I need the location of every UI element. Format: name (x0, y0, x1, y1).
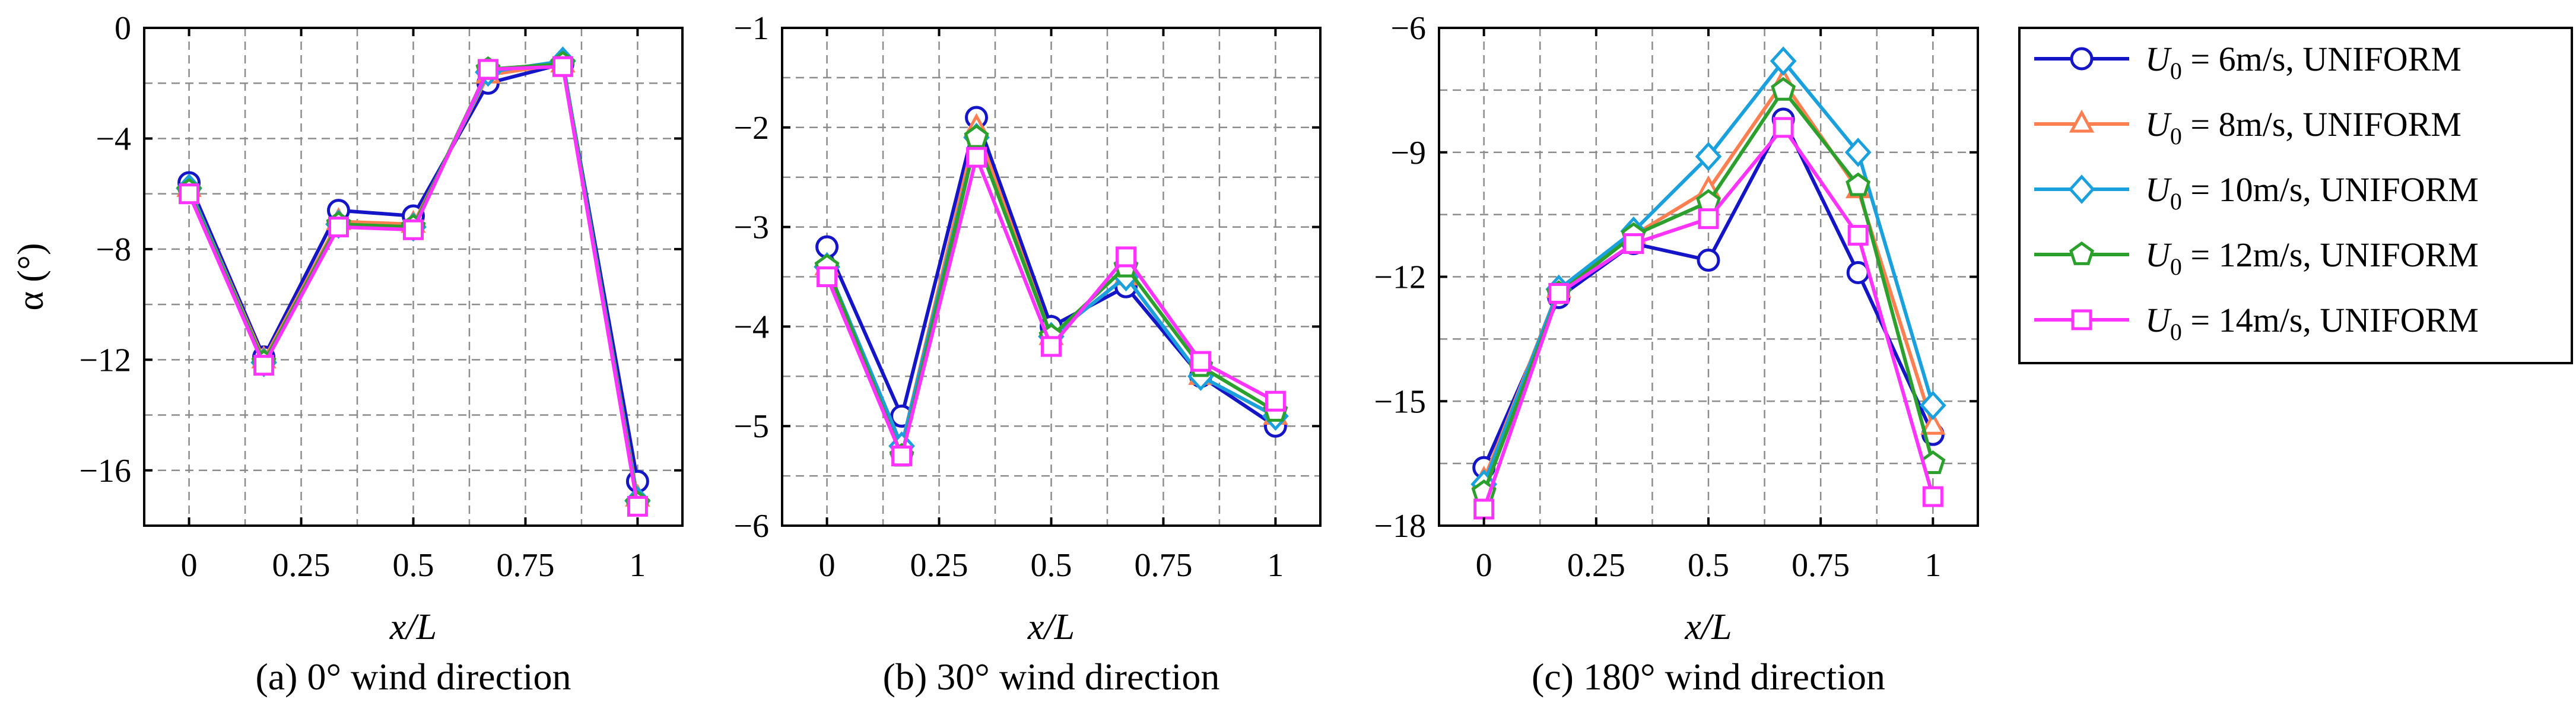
data-point (1695, 142, 1722, 171)
x-axis-label: x/L (1027, 607, 1075, 647)
legend-marker (2069, 241, 2095, 265)
data-point (966, 147, 987, 168)
legend-label: U0 = 8m/s, UNIFORM (2145, 105, 2461, 150)
panel-caption: (c) 180° wind direction (1532, 656, 1885, 698)
legend-marker (2068, 174, 2095, 204)
data-point (1770, 46, 1797, 76)
legend-marker (2069, 109, 2095, 133)
data-point (1115, 246, 1136, 268)
x-tick-label: 1 (1267, 547, 1284, 584)
data-point (964, 124, 989, 148)
data-point (1697, 249, 1720, 272)
legend-marker (2070, 47, 2094, 71)
y-tick-label: −15 (1374, 383, 1426, 420)
data-point (1846, 172, 1871, 196)
data-point (1265, 390, 1286, 412)
y-tick-label: −6 (733, 508, 769, 545)
x-tick-label: 0 (181, 547, 198, 584)
x-axis-label: x/L (389, 607, 437, 647)
x-tick-label: 0.5 (1688, 547, 1729, 584)
data-point (1623, 233, 1644, 255)
data-point (1919, 390, 1946, 420)
legend-label: U0 = 14m/s, UNIFORM (2145, 301, 2479, 345)
data-point (891, 446, 913, 467)
legend: U0 = 6m/s, UNIFORM U0 = 8m/s, UNIFORM U0 =… (2018, 27, 2573, 364)
panel-caption: (a) 0° wind direction (255, 656, 571, 698)
data-point (1548, 282, 1570, 304)
y-axis-label: α (°) (11, 243, 51, 310)
data-point (1190, 351, 1211, 372)
panel-3: 0 0.25 0.5 0.75 1 −18 −15 −12 −9 −6 x/L (c) 180° wi… (1374, 10, 1979, 698)
y-tick-label: −2 (733, 110, 769, 147)
y-tick-label: −9 (1390, 135, 1426, 171)
data-point (1922, 486, 1943, 507)
data-point (1920, 450, 1946, 474)
y-tick-label: −8 (96, 231, 131, 268)
legend-frame (2018, 27, 2573, 364)
panel-caption: (b) 30° wind direction (883, 656, 1220, 698)
y-tick-label: −4 (733, 309, 769, 345)
data-point (1473, 498, 1495, 520)
y-tick-label: −12 (79, 342, 131, 379)
y-tick-label: −4 (96, 120, 131, 157)
x-tick-label: 0.5 (1031, 547, 1072, 584)
legend-marker (2071, 309, 2092, 330)
legend-entry: U0 = 8m/s, UNIFORM (2034, 105, 2461, 150)
x-tick-label: 0 (819, 547, 836, 584)
data-point (627, 495, 648, 517)
x-tick-label: 0.75 (496, 547, 554, 584)
panel-1: 0 0.25 0.5 0.75 1 −16 −12 −8 −4 0 x/L (a) 0° wind d… (11, 10, 684, 698)
x-tick-label: 0.25 (1567, 547, 1625, 584)
data-point (328, 217, 350, 238)
y-tick-label: −5 (733, 408, 769, 445)
y-tick-label: −12 (1374, 259, 1426, 296)
data-point (817, 266, 838, 287)
x-tick-label: 1 (629, 547, 646, 584)
y-tick-label: −3 (733, 209, 769, 246)
data-point (477, 59, 498, 80)
panel-2: 0 0.25 0.5 0.75 1 −6 −5 −4 −3 −2 −1 x/L (b) 30° wind… (733, 10, 1322, 698)
y-tick-label: −6 (1390, 10, 1426, 47)
y-tick-label: −18 (1374, 508, 1426, 545)
data-point (1041, 336, 1062, 357)
x-axis-label: x/L (1684, 607, 1732, 647)
data-point (1771, 77, 1796, 101)
x-tick-label: 0.25 (910, 547, 968, 584)
y-tick-label: 0 (115, 10, 131, 47)
data-point (1773, 117, 1794, 138)
data-point (403, 219, 424, 240)
legend-entry: U0 = 10m/s, UNIFORM (2034, 170, 2479, 215)
y-tick-label: −16 (79, 453, 131, 489)
x-tick-label: 0.75 (1792, 547, 1850, 584)
data-point (179, 183, 200, 205)
data-point (552, 56, 573, 77)
legend-entry: U0 = 14m/s, UNIFORM (2034, 301, 2479, 345)
legend-entry: U0 = 12m/s, UNIFORM (2034, 236, 2479, 280)
data-point (1698, 208, 1719, 230)
data-point (1844, 138, 1872, 167)
legend-label: U0 = 6m/s, UNIFORM (2145, 40, 2461, 84)
x-tick-label: 0 (1476, 547, 1492, 584)
data-point (1847, 225, 1869, 246)
x-tick-label: 1 (1924, 547, 1941, 584)
legend-label: U0 = 10m/s, UNIFORM (2145, 170, 2479, 215)
legend-label: U0 = 12m/s, UNIFORM (2145, 236, 2479, 280)
x-tick-label: 0.5 (393, 547, 434, 584)
data-point (253, 355, 275, 376)
y-tick-label: −1 (733, 10, 769, 47)
x-tick-label: 0.75 (1134, 547, 1192, 584)
x-tick-label: 0.25 (272, 547, 331, 584)
legend-entry: U0 = 6m/s, UNIFORM (2034, 40, 2461, 84)
data-point (1920, 412, 1946, 435)
